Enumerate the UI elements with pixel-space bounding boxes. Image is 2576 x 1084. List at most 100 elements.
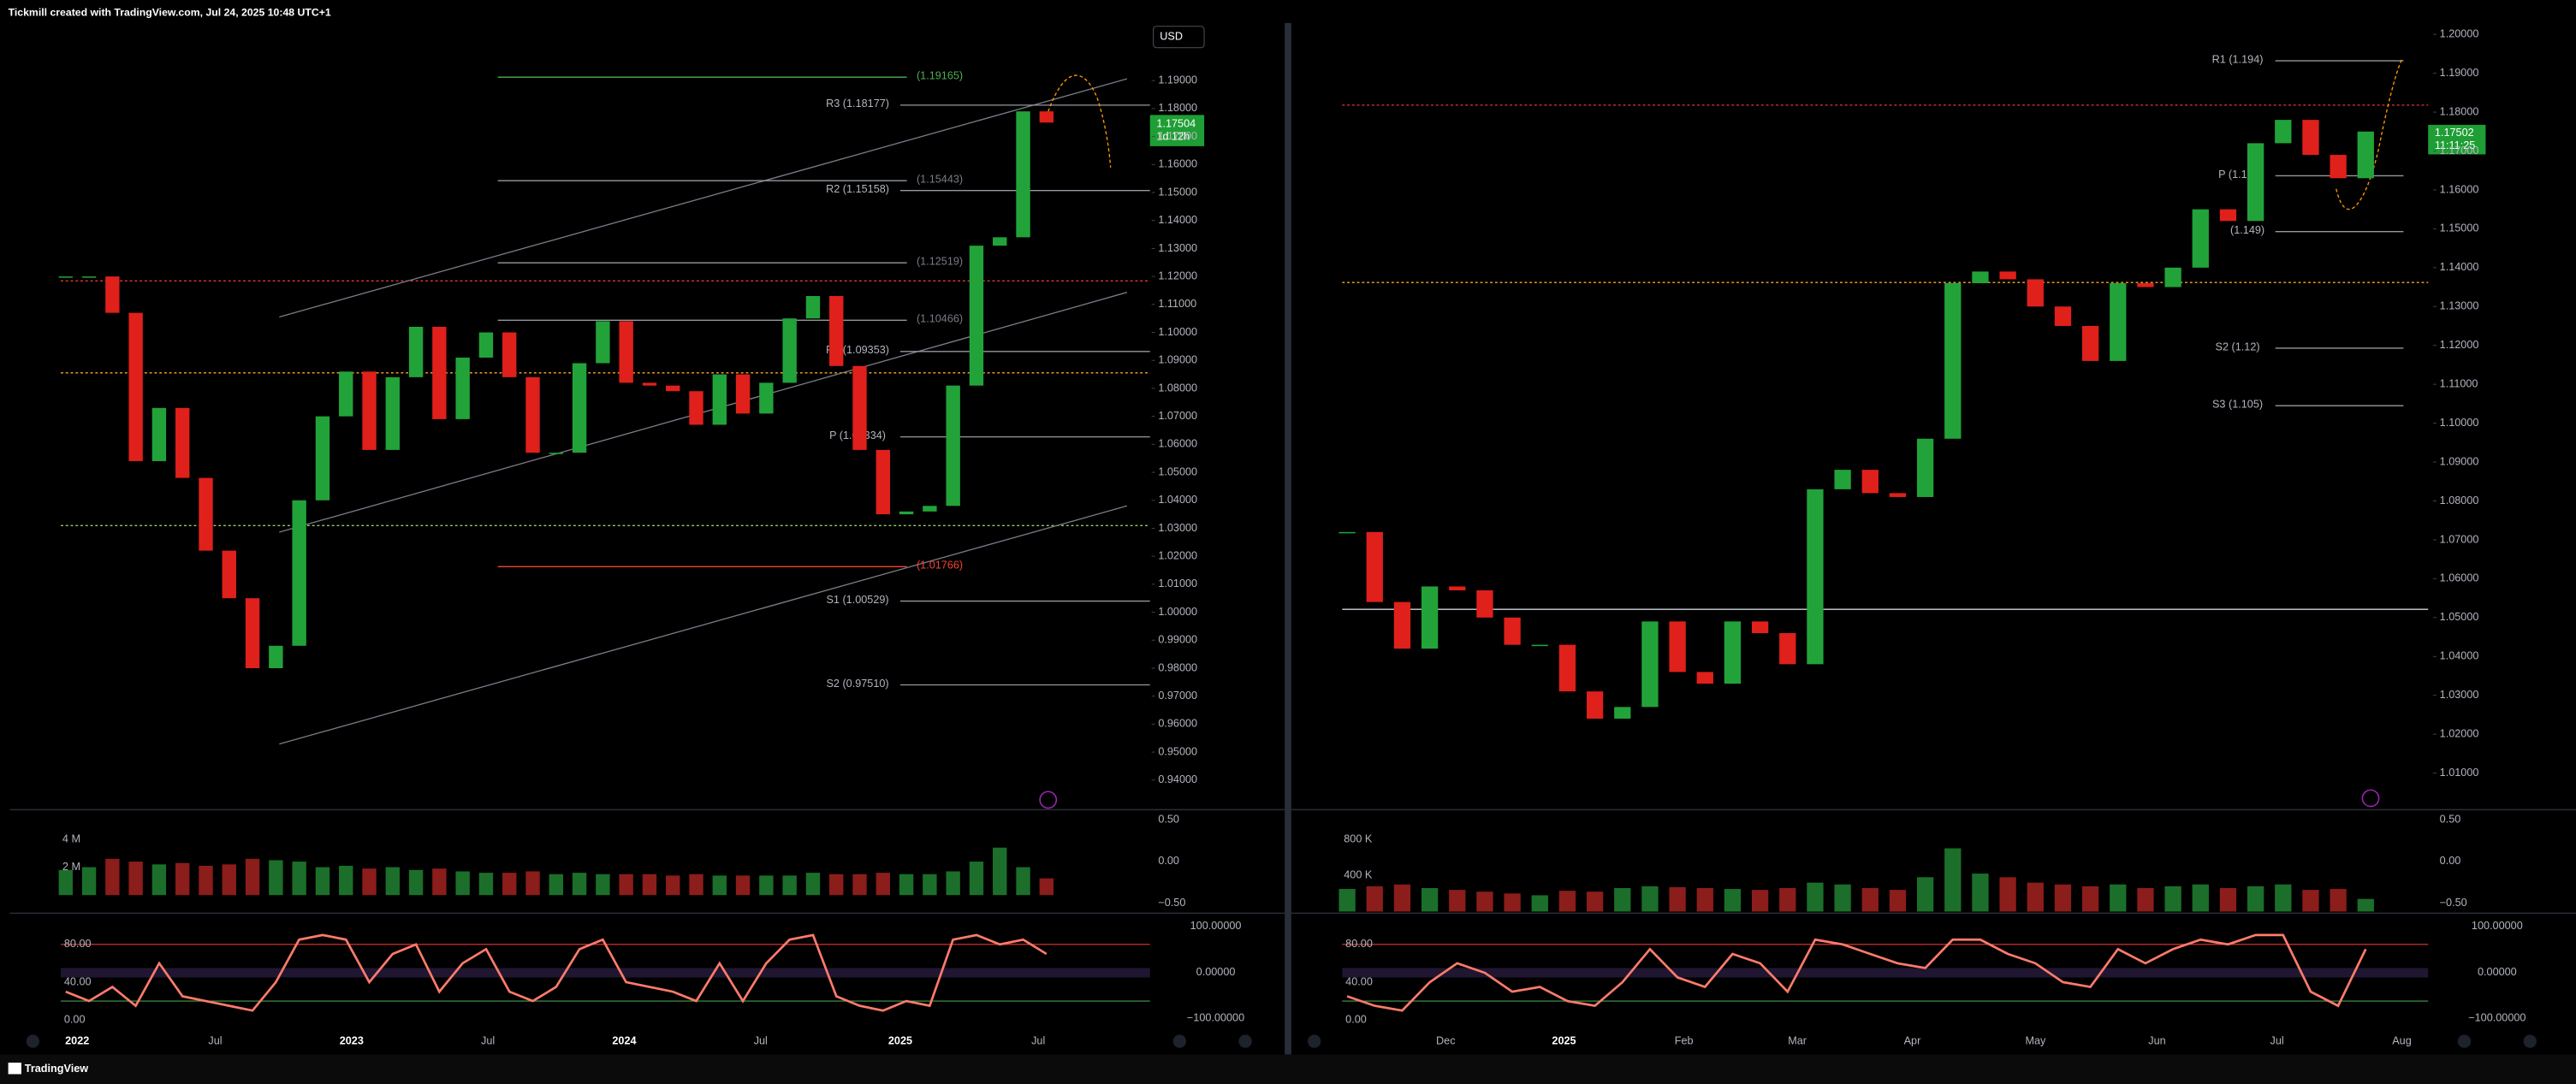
candle bbox=[1449, 586, 1466, 591]
oscillator-axis-label: −100.00000 bbox=[1187, 1012, 1244, 1024]
last-price: 1.17502 bbox=[2435, 127, 2474, 139]
header-title: Tickmill created with TradingView.com, J… bbox=[9, 7, 331, 19]
mid-band bbox=[1342, 968, 2429, 978]
volume-bar bbox=[315, 867, 330, 896]
countdown: 1d 12h bbox=[1156, 131, 1190, 143]
currency-label[interactable]: USD bbox=[1160, 31, 1183, 43]
candle bbox=[689, 391, 703, 425]
y-tick-label: 1.19000 bbox=[2440, 67, 2479, 79]
y-tick-label: 0.99000 bbox=[1158, 634, 1197, 646]
candle bbox=[1366, 531, 1383, 602]
y-tick-label: 1.14000 bbox=[1158, 214, 1197, 226]
event-icon[interactable] bbox=[1039, 791, 1058, 809]
pivot-label: (1.149) bbox=[2230, 224, 2264, 236]
currency-button[interactable] bbox=[1153, 26, 1205, 49]
y-tick-label: 1.07000 bbox=[1158, 410, 1197, 422]
volume-bar bbox=[151, 864, 167, 896]
y-tick-label: 1.14000 bbox=[2440, 261, 2479, 273]
volume-bar bbox=[596, 874, 610, 896]
oscillator-axis-label: 0.00000 bbox=[1196, 966, 1236, 978]
x-tick-label: Jul bbox=[2270, 1034, 2284, 1046]
left-drawings bbox=[61, 74, 1150, 745]
volume-bar bbox=[1696, 887, 1713, 912]
volume-bar bbox=[385, 867, 400, 896]
x-tick-label: 2025 bbox=[1552, 1034, 1576, 1046]
y-tick-label: 0.96000 bbox=[1158, 718, 1197, 730]
x-tick-label: 2024 bbox=[612, 1034, 636, 1046]
volume-bar bbox=[1641, 886, 1659, 912]
volume-axis-label: 0.50 bbox=[2440, 813, 2461, 825]
x-tick-label: Jul bbox=[208, 1034, 222, 1046]
y-tick-label: 1.10000 bbox=[2440, 417, 2479, 429]
panel-separator bbox=[1285, 22, 1291, 1055]
volume-bar bbox=[81, 867, 97, 896]
volume-bar bbox=[2027, 882, 2044, 912]
volume-axis-label: −0.50 bbox=[2440, 897, 2467, 909]
y-tick-label: 1.18000 bbox=[2440, 105, 2479, 117]
candle bbox=[1779, 632, 1796, 665]
volume-bar bbox=[1861, 887, 1879, 912]
oscillator-tick-label: 40.00 bbox=[64, 975, 92, 987]
y-tick-label: 1.11000 bbox=[1158, 298, 1196, 310]
volume-bar bbox=[619, 874, 633, 896]
pivot-label: (1.15443) bbox=[917, 174, 963, 186]
candle bbox=[525, 376, 540, 453]
volume-bar bbox=[572, 873, 587, 896]
zoom-button[interactable] bbox=[1308, 1034, 1321, 1048]
auto-button[interactable] bbox=[2457, 1034, 2472, 1048]
candle bbox=[1999, 271, 2016, 280]
y-tick-label: 1.09000 bbox=[1158, 354, 1197, 366]
x-tick-label: Jul bbox=[481, 1034, 495, 1046]
volume-bar bbox=[269, 860, 283, 896]
candle bbox=[852, 365, 867, 450]
volume-bar bbox=[642, 874, 657, 896]
volume-bar bbox=[782, 875, 797, 896]
y-tick-label: 1.13000 bbox=[1158, 242, 1197, 254]
candle bbox=[2247, 143, 2264, 222]
y-tick-label: 1.07000 bbox=[2440, 533, 2479, 545]
candle bbox=[2054, 306, 2072, 326]
y-tick-label: 1.03000 bbox=[1158, 522, 1197, 534]
y-tick-label: 1.05000 bbox=[2440, 611, 2479, 623]
volume-bar bbox=[1531, 895, 1548, 912]
volume-bar bbox=[946, 871, 960, 896]
auto-button[interactable] bbox=[1172, 1034, 1186, 1048]
zoom-button[interactable] bbox=[26, 1034, 40, 1048]
volume-bar bbox=[2247, 886, 2264, 912]
candle bbox=[2027, 279, 2044, 307]
candle bbox=[2302, 120, 2319, 156]
log-button[interactable] bbox=[1238, 1034, 1252, 1048]
candle bbox=[1338, 531, 1356, 534]
volume-bar bbox=[829, 874, 844, 896]
candle bbox=[432, 326, 447, 419]
volume-bar bbox=[1614, 887, 1631, 912]
x-tick-label: Aug bbox=[2392, 1034, 2412, 1046]
candle bbox=[1944, 282, 1962, 439]
log-button[interactable] bbox=[2523, 1034, 2537, 1048]
volume-bar bbox=[899, 874, 914, 896]
volume-axis-label: 0.00 bbox=[2440, 855, 2461, 867]
volume-bar bbox=[175, 862, 190, 896]
candle bbox=[2192, 209, 2209, 268]
volume-bar bbox=[805, 873, 821, 896]
candle bbox=[2110, 282, 2127, 361]
candle bbox=[642, 382, 657, 386]
x-tick-label: 2023 bbox=[340, 1034, 364, 1046]
y-tick-label: 1.04000 bbox=[1158, 494, 1197, 506]
pivot-label: R2 (1.15158) bbox=[826, 183, 889, 195]
volume-bar bbox=[2275, 884, 2292, 912]
volume-bar bbox=[1972, 874, 1989, 912]
candle bbox=[1039, 111, 1054, 123]
volume-bar bbox=[1039, 878, 1054, 896]
event-icon[interactable] bbox=[2361, 789, 2380, 808]
candle bbox=[1586, 691, 1604, 719]
volume-bar bbox=[2081, 886, 2099, 912]
volume-bar bbox=[105, 858, 120, 896]
candle bbox=[2275, 120, 2292, 144]
volume-tick-label: 4 M bbox=[62, 832, 80, 844]
last-price-tag bbox=[2428, 124, 2486, 155]
oscillator-tick-label: 0.00 bbox=[1345, 1014, 1367, 1026]
volume-bar bbox=[2110, 884, 2127, 912]
pivot-label: R1 (1.194) bbox=[2212, 53, 2264, 65]
